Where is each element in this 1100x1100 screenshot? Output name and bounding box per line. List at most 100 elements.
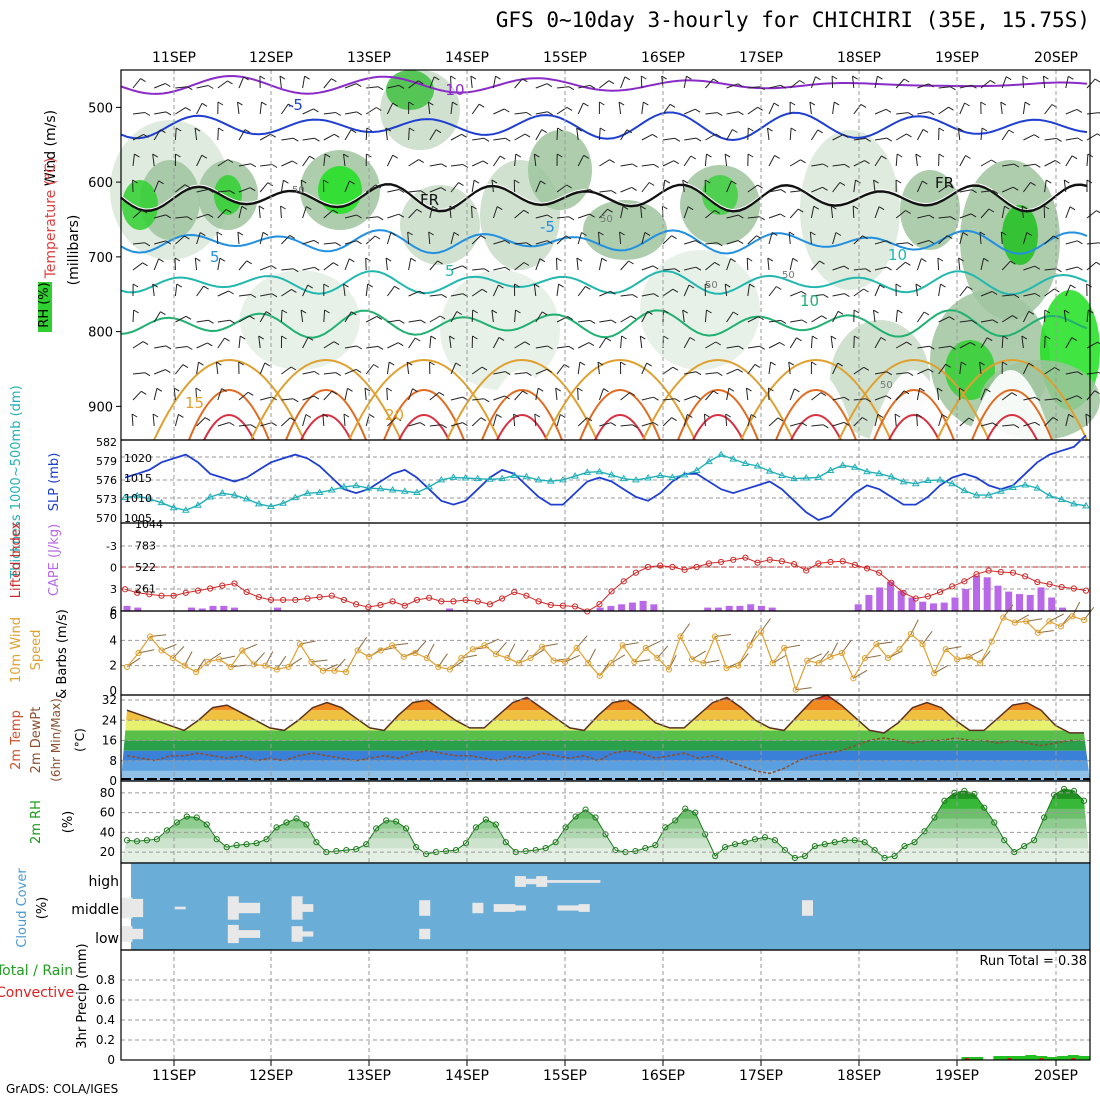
wind-barb-flag	[185, 107, 191, 112]
wind-barb-flag	[524, 133, 531, 138]
wind-barb-flag	[429, 361, 435, 366]
cape-bar	[736, 605, 744, 611]
wind-barb	[747, 414, 752, 427]
wind-barb-flag	[717, 242, 723, 247]
wind-barb-flag	[852, 205, 859, 210]
wind-barb	[132, 262, 143, 271]
lifted-index-line-point	[778, 558, 785, 565]
wind-barb	[514, 112, 527, 115]
wind-barb-flag	[373, 364, 379, 368]
wind-barb	[598, 127, 601, 141]
wind-barb-flag	[1005, 76, 1012, 81]
wind-barb-flag	[258, 335, 264, 340]
wind-barb-flag	[950, 216, 956, 221]
thickness-line-point	[1021, 481, 1030, 488]
wind-barb-flag	[695, 137, 702, 142]
wind-barb-flag	[813, 205, 820, 210]
wind-barb-flag	[986, 337, 993, 342]
thickness-line-point	[790, 474, 798, 482]
wind-speed-line-point	[827, 653, 834, 660]
rh-unit-label: (%)	[61, 811, 76, 834]
wind-barb-flag	[862, 417, 868, 421]
rh-line-point	[293, 815, 300, 822]
precip-tick: 0.4	[96, 1013, 115, 1027]
wind-barb-flag	[970, 213, 977, 218]
temp-contour-5	[120, 229, 1088, 255]
wind-barb-flag	[334, 133, 340, 138]
wind-barb	[639, 336, 643, 349]
lifted-index-line-point	[243, 588, 250, 596]
wind-barb-flag	[750, 414, 757, 418]
wind-barb	[152, 154, 155, 167]
contour-30-8	[986, 414, 1038, 441]
rh-line-point	[891, 852, 898, 860]
cloud-bar-high	[557, 880, 569, 883]
wind-barb	[556, 364, 565, 375]
wind-barb	[153, 388, 158, 401]
wind-speed-line-point	[562, 658, 569, 665]
wind-speed-line-point	[538, 643, 546, 650]
wind-barb-flag	[704, 283, 711, 288]
rh-line-point	[353, 846, 360, 853]
contour-25-2	[383, 389, 465, 441]
wind-barb	[535, 129, 543, 141]
wind-barb-flag	[534, 283, 540, 288]
wind-barbs-label: & Barbs (m/s)	[55, 609, 70, 699]
wind-barb-flag	[959, 387, 965, 392]
lifted-index-line-point	[571, 603, 579, 610]
wind-barb-flag	[182, 364, 189, 369]
wind-barb	[514, 372, 527, 375]
wind-barb	[175, 107, 186, 115]
rh-line-point	[422, 850, 430, 858]
wind-barb	[300, 310, 304, 323]
wind-speed-line-point	[458, 654, 465, 662]
wind-barb-flag	[737, 368, 743, 373]
thickness-line-point	[960, 486, 969, 494]
wind-barb-flag	[922, 180, 928, 185]
wind-barb-flag	[225, 208, 232, 213]
wind-barb-flag	[958, 257, 964, 262]
rh-line-point	[592, 814, 599, 821]
date-label-top-9: 20SEP	[1034, 50, 1078, 66]
cape-bar	[596, 607, 604, 611]
wind-barb	[980, 190, 993, 193]
contour-20-7	[838, 359, 990, 441]
wind-barb-flag	[208, 188, 214, 193]
contour-20-2	[348, 359, 500, 441]
wind-speed-line-point	[665, 666, 673, 673]
wind-barb-flag	[537, 387, 544, 392]
rh-tick: 20	[100, 845, 115, 859]
wind-barb-flag	[831, 75, 838, 80]
li-left-tick: 3	[110, 583, 117, 596]
wind-barb	[196, 285, 205, 297]
wind-barb	[364, 388, 367, 401]
wind-barb	[258, 336, 261, 349]
wind-barb-flag	[1076, 395, 1083, 400]
thickness-line-point	[413, 488, 421, 496]
wind-barb	[641, 311, 648, 323]
thickness-line-point	[778, 471, 786, 478]
thickness-line-point	[486, 475, 494, 482]
wind-barb	[1023, 134, 1035, 141]
contour-20-0	[153, 359, 305, 441]
dome-4	[575, 370, 660, 440]
wind-barb-flag	[610, 290, 616, 295]
wind-barb-flag	[293, 268, 299, 273]
wind-barb	[471, 180, 475, 193]
wind-barb	[874, 371, 887, 375]
wind-barb-flag	[1012, 315, 1018, 320]
upper-wind-label: Wind (m/s)	[43, 110, 59, 186]
wind-barb-flag	[1034, 293, 1041, 297]
thickness-line-point	[522, 472, 531, 480]
wind-barb-flag	[441, 163, 447, 168]
wind-barb-flag	[971, 84, 977, 89]
wind-barb-flag	[905, 210, 911, 214]
li-left-tick: 0	[110, 562, 117, 575]
wind-barb	[853, 104, 862, 115]
wind-barb	[492, 284, 499, 297]
wind-barb	[683, 414, 688, 427]
wind-barb	[662, 160, 675, 167]
wind-barb-flag	[799, 80, 805, 84]
wind-barb-flag	[249, 187, 256, 192]
wind-barb-flag	[227, 80, 233, 85]
